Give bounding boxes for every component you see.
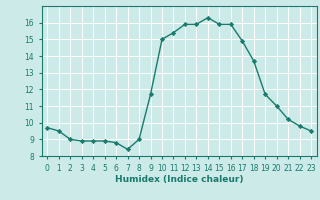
X-axis label: Humidex (Indice chaleur): Humidex (Indice chaleur) bbox=[115, 175, 244, 184]
